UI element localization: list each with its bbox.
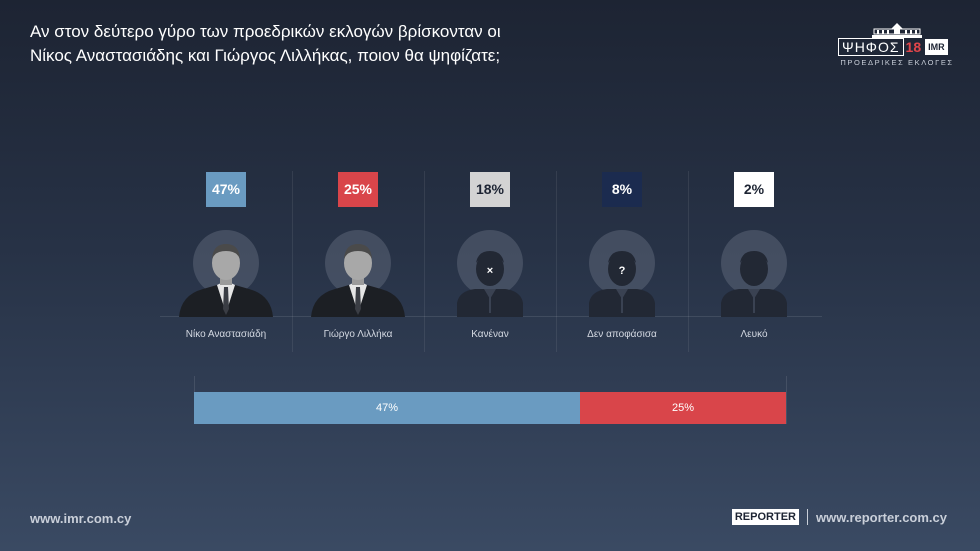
footer-divider [806, 509, 808, 525]
candidate-column: 25% Γιώργο Λιλλήκα [292, 171, 424, 352]
category-label: Γιώργο Λιλλήκα [323, 329, 393, 340]
silhouette-icon: × [457, 230, 523, 317]
column-separator [424, 171, 425, 352]
column-separator [556, 171, 557, 352]
svg-text:×: × [487, 265, 493, 277]
candidate-column: 18% × Κανέναν [424, 171, 556, 352]
logo-number: 18 [905, 39, 922, 55]
column-separator [292, 171, 293, 352]
percent-label: 18% [470, 172, 510, 207]
category-label: Νίκο Αναστασιάδη [185, 329, 267, 340]
psifos18-logo: ΨΗΦΟΣ 18 IMR ΠΡΟΕΔΡΙΚΕΣ ΕΚΛΟΓΕΣ [836, 22, 956, 68]
column-separator [688, 171, 689, 352]
footer-right: REPORTER www.reporter.com.cy [731, 509, 947, 525]
silhouette-icon [721, 230, 787, 317]
category-label: Κανέναν [471, 329, 509, 340]
candidate-photo-icon [179, 230, 273, 317]
parliament-building-icon [872, 23, 922, 38]
candidate-column: 8%? Δεν αποφάσισα [556, 171, 688, 352]
candidate-photo-icon [311, 230, 405, 317]
stacked-bar-segment: 25% [580, 392, 786, 424]
candidate-column: 2% Λευκό [688, 171, 820, 352]
chart-title: Αν στον δεύτερο γύρο των προεδρικών εκλο… [30, 20, 730, 68]
reporter-logo: REPORTER [731, 509, 799, 525]
stacked-bar: 47% 25% [194, 392, 786, 424]
percent-label: 8% [602, 172, 642, 207]
title-line-1: Αν στον δεύτερο γύρο των προεδρικών εκλο… [30, 22, 501, 41]
imr-url[interactable]: www.imr.com.cy [30, 511, 132, 526]
logo-subtitle: ΠΡΟΕΔΡΙΚΕΣ ΕΚΛΟΓΕΣ [840, 58, 954, 67]
percent-label: 25% [338, 172, 378, 207]
stacked-bar-segment: 47% [194, 392, 580, 424]
logo-main: ΨΗΦΟΣ 18 IMR [838, 38, 948, 56]
reporter-url[interactable]: www.reporter.com.cy [815, 509, 947, 525]
imr-badge: IMR [925, 39, 948, 55]
candidate-column: 47% Νίκο Αναστασιάδη [160, 171, 292, 352]
percent-label: 2% [734, 172, 774, 207]
percent-label: 47% [206, 172, 246, 207]
logo-word: ΨΗΦΟΣ [838, 38, 904, 56]
silhouette-icon: ? [589, 230, 655, 317]
candidate-columns: 47% Νίκο Αναστασιάδη 25% Γιώργο Λιλλήκα 18% ×… [160, 171, 822, 352]
svg-text:?: ? [619, 265, 626, 277]
category-label: Λευκό [740, 329, 768, 340]
bar-gridline [786, 376, 787, 424]
title-line-2: Νίκος Αναστασιάδης και Γιώργος Λιλλήκας,… [30, 46, 501, 65]
category-label: Δεν αποφάσισα [587, 329, 657, 340]
